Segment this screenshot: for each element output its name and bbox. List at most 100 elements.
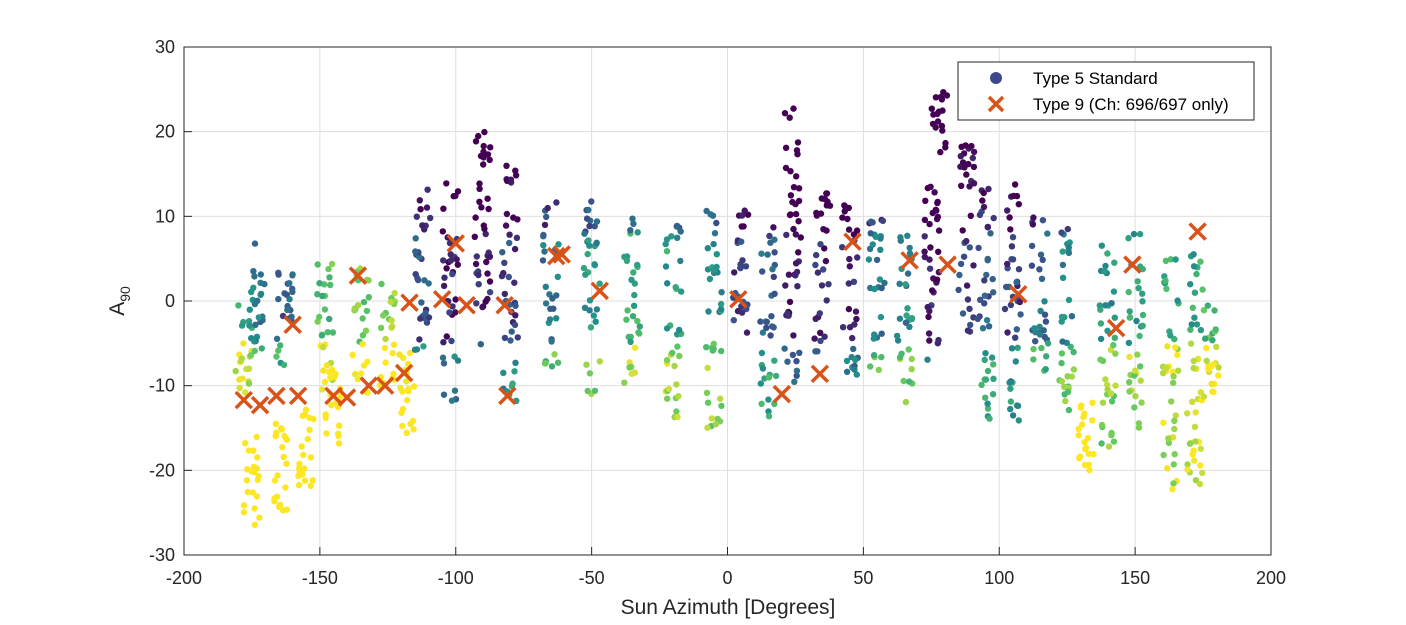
type5-point xyxy=(273,353,280,360)
type5-point xyxy=(1042,366,1049,373)
type5-point xyxy=(319,292,326,300)
type5-point xyxy=(1004,260,1011,268)
type5-point xyxy=(329,329,337,336)
type5-point xyxy=(1058,378,1066,385)
type5-point xyxy=(636,323,643,330)
type5-point xyxy=(246,322,253,329)
type5-point xyxy=(1029,221,1037,228)
type5-point xyxy=(580,264,588,272)
type5-point xyxy=(1191,457,1198,464)
type5-point xyxy=(541,360,549,367)
type5-point xyxy=(981,356,988,364)
type5-point xyxy=(1168,398,1175,405)
type5-point xyxy=(251,505,258,512)
type5-point xyxy=(979,197,986,204)
type5-point xyxy=(663,248,671,255)
type5-point xyxy=(271,495,278,502)
type5-point xyxy=(763,318,770,325)
type5-point xyxy=(1077,404,1085,411)
type5-point xyxy=(1167,332,1174,339)
type5-point xyxy=(478,204,485,211)
type5-point xyxy=(846,324,854,331)
type5-point xyxy=(795,249,802,256)
type5-point xyxy=(296,464,303,472)
type5-point xyxy=(787,192,795,199)
type5-point xyxy=(321,378,329,386)
type5-point xyxy=(378,280,385,288)
type5-point xyxy=(793,372,800,379)
type5-point xyxy=(251,240,259,247)
type5-point xyxy=(841,208,848,215)
type5-point xyxy=(245,380,253,387)
type5-point xyxy=(1163,364,1170,371)
type5-point xyxy=(1191,314,1198,321)
type5-point xyxy=(990,361,997,368)
type5-point xyxy=(1098,242,1106,249)
type5-point xyxy=(397,384,404,392)
type5-point xyxy=(335,440,343,447)
type5-point xyxy=(957,260,965,268)
type9-point xyxy=(1188,222,1207,241)
type5-point xyxy=(325,368,333,376)
type5-point xyxy=(844,215,851,223)
type5-point xyxy=(586,242,593,249)
type5-point xyxy=(477,341,484,348)
axis-ticks: -200 -150 -100 -50 0 50 100 150 2003020100-10-20… xyxy=(149,37,1286,588)
type5-point xyxy=(793,173,800,180)
type5-point xyxy=(1017,311,1024,318)
type5-point xyxy=(416,197,423,204)
type5-point xyxy=(403,378,410,385)
y-tick-label: 10 xyxy=(155,206,175,226)
type5-point xyxy=(1174,351,1181,359)
type5-point xyxy=(845,280,852,287)
type5-point xyxy=(548,338,555,345)
type5-point xyxy=(1197,326,1205,334)
type5-point xyxy=(865,256,873,263)
y-tick-label: -20 xyxy=(149,460,175,480)
type5-point xyxy=(627,227,634,234)
type5-point xyxy=(627,338,634,346)
type5-point xyxy=(588,198,595,205)
legend-marker-type9 xyxy=(987,95,1005,113)
type9-point xyxy=(590,281,610,301)
type5-point xyxy=(307,454,315,461)
type5-point xyxy=(1200,393,1208,400)
type5-point xyxy=(962,142,969,149)
type5-point xyxy=(976,211,984,219)
type5-point xyxy=(662,240,669,248)
type5-point xyxy=(740,223,747,230)
type9-point xyxy=(1106,318,1126,338)
type5-point xyxy=(443,333,450,340)
type5-point xyxy=(1059,248,1066,255)
type5-point xyxy=(591,261,598,268)
type5-point xyxy=(440,257,447,264)
type5-point xyxy=(407,420,414,428)
type5-point xyxy=(1059,261,1067,269)
type5-point xyxy=(1172,344,1179,351)
type5-point xyxy=(498,272,506,280)
type5-point xyxy=(678,288,685,295)
type5-point xyxy=(791,378,798,385)
type9-point xyxy=(498,386,517,406)
type9-point xyxy=(375,376,395,395)
y-tick-label: 0 xyxy=(165,291,175,311)
type5-point xyxy=(299,412,306,419)
type5-point xyxy=(511,245,519,253)
type5-point xyxy=(629,215,636,222)
type5-point xyxy=(452,309,459,316)
type5-point xyxy=(1108,300,1115,307)
type5-point xyxy=(730,317,737,324)
type5-point xyxy=(404,396,411,404)
type5-point xyxy=(278,425,285,432)
type5-point xyxy=(1215,364,1222,371)
type5-point xyxy=(1001,305,1009,313)
type5-point xyxy=(1007,398,1015,405)
type5-point xyxy=(625,333,632,341)
type5-point xyxy=(295,472,302,479)
type9-point xyxy=(337,388,357,407)
type5-point xyxy=(718,402,725,410)
type9-point xyxy=(400,293,419,312)
type5-point xyxy=(1162,277,1169,284)
type5-point xyxy=(663,325,671,332)
type5-point xyxy=(1062,397,1069,405)
